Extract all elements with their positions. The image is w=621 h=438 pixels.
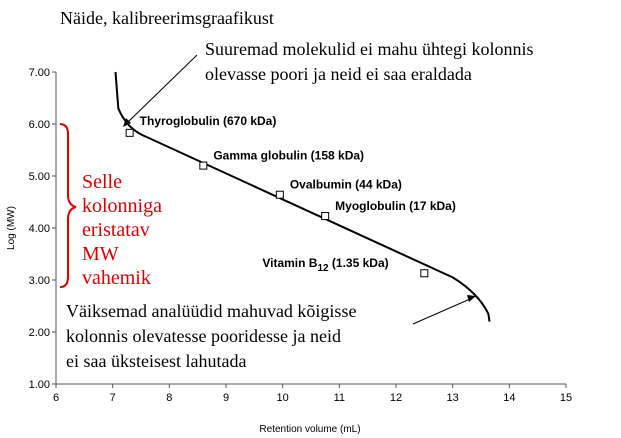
y-tick-label: 3.00 — [29, 275, 50, 287]
chart-title: Näide, kalibreerimsgraafikust — [60, 8, 274, 28]
y-axis-label: Log (MW) — [6, 206, 17, 250]
annotation-top-arrow — [126, 54, 198, 124]
data-point-label: Thyroglobulin (670 kDa) — [140, 114, 277, 128]
annotation-small-analytes-line-3: ei saa üksteisest lahutada — [66, 351, 246, 371]
data-point-marker — [199, 161, 208, 170]
x-tick-label: 9 — [223, 392, 229, 404]
data-point-marker — [125, 128, 134, 137]
x-tick-label: 6 — [53, 392, 59, 404]
annotation-small-analytes-line-2: kolonnis olevatesse pooridesse ja neid — [66, 326, 341, 346]
data-point-label: Vitamin B12 (1.35 kDa) — [262, 256, 388, 274]
x-tick-label: 15 — [560, 392, 572, 404]
x-tick-label: 12 — [390, 392, 402, 404]
data-point-marker — [321, 212, 330, 221]
x-tick-label: 14 — [503, 392, 515, 404]
range-annotation-line: kolonniga — [82, 195, 162, 217]
y-tick-label: 7.00 — [29, 67, 50, 79]
x-axis-label: Retention volume (mL) — [259, 424, 360, 435]
annotation-small-analytes-line-1: Väiksemad analüüdid mahuvad kõigisse — [66, 301, 356, 321]
y-tick-label: 1.00 — [29, 379, 50, 391]
x-tick-label: 11 — [334, 392, 345, 404]
y-tick-label: 5.00 — [29, 171, 50, 183]
data-points — [125, 128, 429, 278]
data-point-label: Ovalbumin (44 kDa) — [290, 178, 402, 192]
range-bracket — [59, 123, 77, 288]
annotation-large-molecules-line-1: Suuremad molekulid ei mahu ühtegi kolonn… — [205, 39, 533, 59]
data-point-label: Myoglobulin (17 kDa) — [335, 199, 456, 213]
range-annotation-line: MW — [82, 243, 119, 265]
calibration-curve — [114, 71, 491, 322]
x-tick-label: 8 — [166, 392, 172, 404]
range-annotation-line: eristatav — [82, 219, 150, 241]
x-tick-label: 10 — [277, 392, 289, 404]
annotation-large-molecules-line-2: olevasse poori ja neid ei saa eraldada — [205, 64, 472, 84]
y-tick-label: 6.00 — [29, 119, 50, 131]
annotation-bottom-arrow — [412, 298, 471, 325]
data-point-marker — [275, 190, 284, 199]
x-tick-label: 13 — [447, 392, 459, 404]
axes: 6 7 8 9 10 11 12 13 14 15 1.00 2.00 3.00 4.00 5.00 6.00… — [29, 67, 573, 404]
y-tick-label: 4.00 — [29, 223, 50, 235]
data-point-label: Gamma globulin (158 kDa) — [213, 149, 364, 163]
range-annotation-line: Selle — [82, 171, 122, 193]
range-annotation-line: vahemik — [82, 267, 151, 289]
y-tick-label: 2.00 — [29, 327, 50, 339]
annotation-bottom-arrowhead — [467, 295, 476, 302]
data-point-labels: Thyroglobulin (670 kDa) Gamma globulin (1… — [140, 114, 456, 274]
data-point-marker — [420, 269, 429, 278]
x-tick-label: 7 — [110, 392, 116, 404]
